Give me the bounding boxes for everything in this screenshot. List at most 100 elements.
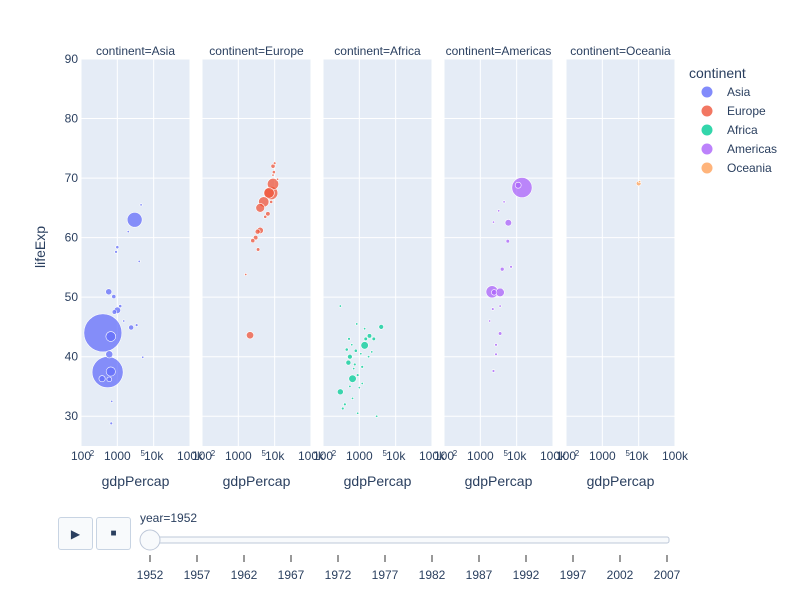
legend-item-asia[interactable]: Asia [701, 85, 751, 99]
data-point[interactable] [255, 247, 261, 252]
data-point[interactable] [352, 367, 356, 371]
data-point[interactable] [265, 211, 271, 217]
data-point[interactable] [137, 259, 141, 263]
legend-item-africa[interactable]: Africa [701, 123, 759, 137]
data-point[interactable] [126, 211, 143, 228]
data-point[interactable] [341, 406, 345, 411]
data-point[interactable] [83, 313, 123, 353]
legend-item-americas[interactable]: Americas [701, 142, 778, 156]
data-point[interactable] [509, 265, 513, 269]
data-point[interactable] [488, 319, 492, 323]
data-point[interactable] [355, 322, 359, 326]
slider-rail[interactable] [147, 536, 670, 544]
data-point[interactable] [253, 235, 259, 241]
data-point[interactable] [497, 331, 503, 336]
data-point[interactable] [344, 347, 349, 352]
data-point[interactable] [105, 288, 113, 296]
data-point[interactable] [375, 414, 379, 418]
data-point[interactable] [271, 173, 275, 177]
x-axis-title: gdpPercap [344, 473, 412, 489]
data-point[interactable] [367, 355, 371, 359]
data-point[interactable] [491, 220, 495, 224]
data-point[interactable] [105, 331, 116, 342]
data-point[interactable] [347, 337, 351, 341]
data-point[interactable] [111, 294, 117, 299]
data-point[interactable] [360, 381, 364, 385]
data-point[interactable] [118, 304, 123, 308]
data-point[interactable] [356, 411, 360, 415]
slider-handle[interactable] [139, 529, 161, 551]
data-point[interactable] [128, 324, 134, 331]
legend-item-europe[interactable]: Europe [701, 104, 767, 118]
data-point[interactable] [126, 230, 130, 234]
data-point[interactable] [511, 177, 533, 199]
legend-marker [701, 86, 713, 98]
data-point[interactable] [357, 386, 361, 390]
data-point[interactable] [504, 219, 512, 227]
data-point[interactable] [491, 289, 498, 296]
data-point[interactable] [246, 331, 255, 340]
data-point[interactable] [98, 375, 106, 383]
data-point[interactable] [114, 250, 118, 254]
data-point[interactable] [269, 199, 274, 204]
data-point[interactable] [263, 187, 275, 199]
data-point[interactable] [491, 307, 495, 311]
data-point[interactable] [338, 304, 342, 308]
data-point[interactable] [370, 350, 374, 354]
data-point[interactable] [351, 396, 355, 400]
data-point[interactable] [491, 369, 496, 373]
stop-button[interactable]: ■ [96, 517, 131, 550]
data-point[interactable] [359, 352, 363, 356]
data-point[interactable] [360, 365, 364, 369]
data-point[interactable] [363, 336, 368, 341]
facet-panel-africa: continent=Africa 100 1000 10k 100k 2 5 gdpPerca… [313, 44, 446, 489]
data-point[interactable] [348, 374, 357, 383]
data-point[interactable] [254, 228, 261, 235]
data-point[interactable] [111, 309, 117, 315]
data-point[interactable] [244, 273, 248, 277]
data-point[interactable] [363, 327, 367, 331]
data-point[interactable] [360, 341, 369, 350]
data-point[interactable] [350, 343, 354, 347]
data-point[interactable] [105, 350, 114, 359]
data-point[interactable] [505, 239, 510, 244]
data-point[interactable] [271, 170, 276, 175]
data-point[interactable] [378, 324, 384, 330]
data-point[interactable] [514, 181, 522, 189]
data-point[interactable] [134, 323, 139, 327]
data-point[interactable] [276, 177, 280, 181]
year-slider[interactable]: 1952 1957 1962 1967 1972 1977 1982 1987 1992 1997… [137, 529, 681, 582]
data-point[interactable] [494, 352, 498, 357]
data-point[interactable] [263, 214, 268, 219]
data-point[interactable] [638, 180, 642, 184]
data-point[interactable] [502, 200, 506, 204]
data-point[interactable] [371, 336, 376, 341]
data-point[interactable] [347, 353, 353, 360]
data-point[interactable] [109, 421, 113, 426]
play-button[interactable]: ▶ [58, 517, 93, 550]
data-point[interactable] [499, 266, 505, 272]
data-point[interactable] [345, 359, 352, 366]
data-point[interactable] [497, 209, 501, 213]
data-point[interactable] [115, 245, 120, 250]
data-point[interactable] [110, 399, 114, 403]
data-point[interactable] [272, 161, 277, 165]
data-point[interactable] [255, 203, 265, 213]
data-point[interactable] [106, 376, 112, 383]
data-point[interactable] [366, 333, 373, 339]
data-point[interactable] [139, 203, 143, 207]
data-point[interactable] [353, 362, 357, 367]
data-point[interactable] [270, 163, 276, 169]
legend-item-oceania[interactable]: Oceania [701, 161, 773, 175]
data-point[interactable] [348, 384, 352, 388]
data-point[interactable] [105, 366, 116, 377]
data-point[interactable] [494, 343, 498, 347]
data-point[interactable] [498, 304, 502, 308]
data-point[interactable] [250, 238, 256, 244]
data-point[interactable] [355, 373, 360, 377]
data-point[interactable] [353, 348, 358, 353]
data-point[interactable] [343, 402, 347, 407]
data-point[interactable] [122, 319, 126, 323]
data-point[interactable] [337, 388, 344, 396]
data-point[interactable] [141, 355, 145, 359]
